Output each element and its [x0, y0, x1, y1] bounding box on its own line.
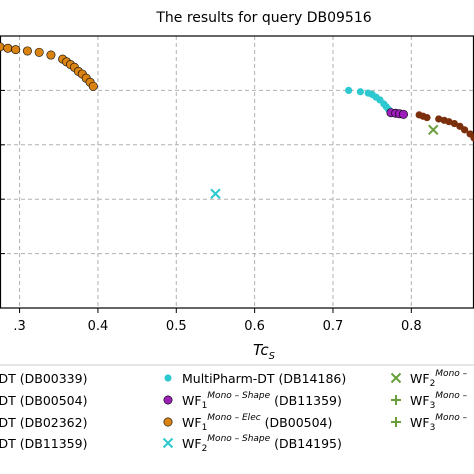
- data-point-11-10: [470, 134, 474, 142]
- x-tick-label-2: 0.5: [166, 319, 187, 334]
- legend-marker-6: [163, 417, 173, 427]
- data-point-6-5: [46, 50, 56, 60]
- legend-label-2: -DT (DB02362): [0, 415, 87, 430]
- data-point-11-2: [423, 114, 431, 122]
- x-axis: .3 0.4 0.5 0.6 0.7 0.8: [13, 308, 422, 334]
- legend-item-1: -DT (DB00504): [0, 393, 87, 408]
- legend-label-7: WF2Mono – Shape (DB14195): [182, 434, 342, 454]
- legend-marker-8-b: [390, 372, 402, 384]
- legend-marker-4: [164, 374, 172, 382]
- x-tick-label-1: 0.4: [88, 319, 109, 334]
- legend-marker-7: [162, 437, 174, 449]
- legend-label-1: -DT (DB00504): [0, 393, 87, 408]
- plot-frame: [0, 35, 474, 309]
- series-8: [428, 124, 439, 136]
- data-point-11-8: [460, 126, 469, 134]
- x-tick-label-0: .3: [13, 319, 25, 334]
- series-5: [386, 108, 408, 119]
- data-point-4-1: [356, 88, 364, 96]
- legend-label-0: -DT (DB00339): [0, 371, 87, 386]
- legend-marker-9: [391, 395, 401, 405]
- legend-label-5: WF1Mono – Shape (DB11359): [182, 391, 342, 411]
- data-point-6-14: [88, 81, 98, 91]
- data-point-7-0: [210, 188, 221, 199]
- legend-label-4: MultiPharm-DT (DB14186): [182, 371, 346, 386]
- legend: -DT (DB00339) -DT (DB00504) -DT (DB02362) -…: [0, 364, 474, 454]
- legend-item-2: -DT (DB02362): [0, 415, 87, 430]
- data-point-6-1: [3, 43, 13, 53]
- legend-item-4: MultiPharm-DT (DB14186): [164, 371, 346, 386]
- x-tick-label-4: 0.7: [323, 319, 344, 334]
- legend-label-10: WF3Mono –: [410, 413, 468, 433]
- legend-label-3: -DT (DB11359): [0, 436, 87, 451]
- legend-item-10: WF3Mono –: [391, 413, 468, 433]
- data-point-7-0-b: [210, 188, 221, 199]
- legend-item-7: WF2Mono – Shape (DB14195): [162, 434, 342, 454]
- data-point-8-0-b: [428, 124, 439, 136]
- series-7: [210, 188, 221, 199]
- x-tick-label-5: 0.8: [401, 319, 422, 334]
- data-point-11-3: [435, 115, 443, 123]
- data-point-6-4: [34, 47, 44, 57]
- legend-item-6: WF1Mono – Elec (DB00504): [163, 413, 332, 433]
- data-point-5-3: [398, 109, 408, 119]
- legend-item-5: WF1Mono – Shape (DB11359): [163, 391, 342, 411]
- x-axis-label: TcS: [253, 341, 276, 362]
- data-point-4-0: [345, 86, 353, 94]
- legend-marker-5: [163, 395, 173, 405]
- plot-area: [0, 35, 474, 309]
- series-6: [0, 42, 98, 91]
- data-point-11-5: [445, 118, 453, 126]
- x-tick-label-3: 0.6: [244, 319, 265, 334]
- data-point-11-6: [450, 119, 459, 128]
- x-axis-label-sub: S: [269, 351, 276, 362]
- legend-marker-10: [391, 417, 401, 427]
- legend-marker-8: [390, 372, 402, 384]
- data-point-6-3: [22, 46, 32, 56]
- data-point-6-2: [11, 45, 21, 55]
- chart-title: The results for query DB09516: [155, 10, 371, 26]
- series-11: [415, 111, 474, 142]
- legend-label-8: WF2Mono –: [410, 369, 468, 389]
- legend-item-0: -DT (DB00339): [0, 371, 87, 386]
- legend-item-9: WF3Mono –: [391, 391, 468, 411]
- legend-item-8: WF2Mono –: [390, 369, 468, 389]
- legend-label-6: WF1Mono – Elec (DB00504): [182, 413, 332, 433]
- data-point-8-0: [428, 124, 439, 136]
- x-axis-label-main: Tc: [253, 341, 269, 359]
- legend-label-9: WF3Mono –: [410, 391, 468, 411]
- legend-item-3: -DT (DB11359): [0, 436, 87, 451]
- legend-marker-7-b: [162, 437, 174, 449]
